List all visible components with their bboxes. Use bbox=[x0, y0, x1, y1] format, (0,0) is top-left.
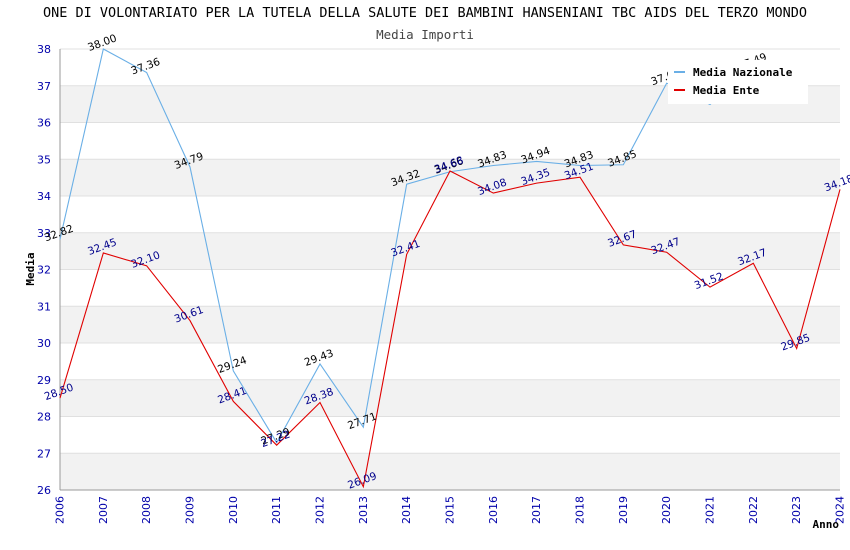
x-tick-label: 2018 bbox=[574, 496, 587, 524]
y-tick-label: 37 bbox=[37, 80, 51, 93]
grid-band bbox=[60, 453, 840, 490]
y-tick-labels: 26 27 28 29 30 31 32 33 34 35 36 37 38 bbox=[37, 43, 51, 497]
y-tick-label: 29 bbox=[37, 374, 51, 387]
data-label: 38.00 bbox=[86, 32, 118, 54]
y-axis-label: Media bbox=[24, 252, 37, 285]
x-tick-label: 2013 bbox=[357, 496, 370, 524]
series-line-nazionale bbox=[59, 48, 754, 444]
x-tick-label: 2020 bbox=[660, 496, 673, 524]
x-tick-label: 2012 bbox=[314, 496, 327, 524]
x-tick-label: 2016 bbox=[487, 496, 500, 524]
x-tick-label: 2006 bbox=[54, 496, 67, 524]
chart-subtitle: Media Importi bbox=[376, 27, 474, 42]
y-tick-label: 28 bbox=[37, 411, 51, 424]
legend-item-nazionale[interactable]: Media Nazionale bbox=[674, 64, 792, 80]
grid-band bbox=[60, 306, 840, 343]
data-label: 31.52 bbox=[693, 271, 725, 293]
x-tick-label: 2011 bbox=[270, 496, 283, 524]
x-tick-label: 2015 bbox=[444, 496, 457, 524]
y-tick-label: 31 bbox=[37, 300, 51, 313]
y-tick-label: 36 bbox=[37, 117, 51, 130]
x-tick-label: 2014 bbox=[400, 496, 413, 524]
x-tick-label: 2008 bbox=[140, 496, 153, 524]
x-tick-label: 2019 bbox=[617, 496, 630, 524]
grid-band bbox=[60, 159, 840, 196]
y-tick-label: 38 bbox=[37, 43, 51, 56]
x-tick-label: 2007 bbox=[97, 496, 110, 524]
legend-swatch-nazionale bbox=[674, 71, 685, 73]
y-tick-label: 32 bbox=[37, 264, 51, 277]
x-tick-label: 2021 bbox=[704, 496, 717, 524]
y-tick-label: 27 bbox=[37, 447, 51, 460]
y-tick-label: 34 bbox=[37, 190, 51, 203]
y-tick-label: 26 bbox=[37, 484, 51, 497]
x-axis-label: Anno bbox=[813, 518, 840, 531]
x-tick-label: 2010 bbox=[227, 496, 240, 524]
x-tick-label: 2009 bbox=[184, 496, 197, 524]
data-label: 37.36 bbox=[129, 56, 162, 78]
x-tick-label: 2022 bbox=[747, 496, 760, 524]
x-tick-label: 2017 bbox=[530, 496, 543, 524]
x-tick-label: 2024 bbox=[834, 496, 847, 524]
series-line-ente bbox=[59, 170, 841, 489]
chart-title: ONE DI VOLONTARIATO PER LA TUTELA DELLA … bbox=[42, 5, 807, 21]
legend: Media Nazionale Media Ente bbox=[668, 60, 808, 104]
y-tick-label: 30 bbox=[37, 337, 51, 350]
legend-swatch-ente bbox=[674, 89, 685, 91]
grid-band bbox=[60, 379, 840, 417]
x-tick-label: 2023 bbox=[790, 496, 803, 524]
axes bbox=[59, 49, 840, 491]
y-tick-label: 35 bbox=[37, 153, 51, 166]
grid-band bbox=[60, 232, 840, 270]
y-tick-label: 33 bbox=[37, 227, 51, 240]
x-tick-labels: 2006 2007 2008 2009 2010 2011 2012 2013 2014 2015… bbox=[54, 496, 847, 524]
series-lines bbox=[59, 48, 841, 489]
legend-label-nazionale: Media Nazionale bbox=[693, 65, 793, 79]
legend-item-ente[interactable]: Media Ente bbox=[674, 82, 759, 98]
data-label: 29.24 bbox=[216, 354, 249, 376]
background-bands bbox=[60, 85, 840, 490]
legend-label-ente: Media Ente bbox=[693, 83, 760, 97]
